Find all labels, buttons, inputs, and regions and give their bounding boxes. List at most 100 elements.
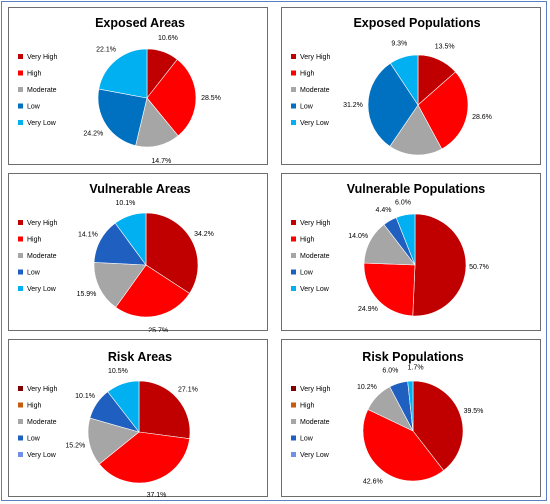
legend-label-moderate: Moderate: [300, 87, 330, 94]
pie-slice-high: [362, 409, 445, 482]
panel-exposed-populations: Exposed Populations Very High High Moderat…: [281, 7, 541, 165]
data-label-very-high: 34.2%: [194, 231, 214, 238]
legend-label-low: Low: [300, 104, 314, 111]
legend-swatch-moderate: [18, 253, 23, 258]
chart-title: Exposed Populations: [353, 16, 480, 30]
legend-swatch-very-high: [18, 220, 23, 225]
data-label-very-high: 39.5%: [464, 408, 484, 415]
pie-slice-moderate: [93, 262, 147, 308]
legend-swatch-moderate: [291, 253, 296, 258]
legend-label-high: High: [300, 71, 315, 78]
data-label-high: 24.9%: [358, 306, 378, 313]
legend-label-low: Low: [300, 270, 314, 277]
legend-label-high: High: [27, 403, 42, 410]
pie-slice-very-low: [407, 380, 414, 432]
data-label-very-low: 6.0%: [395, 200, 411, 207]
legend-swatch-moderate: [291, 87, 296, 92]
data-label-very-high: 50.7%: [469, 264, 489, 271]
legend-label-moderate: Moderate: [27, 419, 57, 426]
legend-label-high: High: [27, 237, 42, 244]
pie-slice-high: [363, 262, 416, 317]
legend-swatch-moderate: [291, 419, 296, 424]
data-label-moderate: 14.7%: [151, 158, 171, 165]
pie-slice-very-low: [107, 380, 140, 433]
pie-slice-very-low: [395, 213, 416, 266]
pie-slice-moderate: [87, 417, 140, 465]
legend-label-moderate: Moderate: [27, 253, 57, 260]
legend-swatch-very-low: [18, 452, 23, 457]
pie-slice-very-low: [114, 212, 147, 266]
data-label-high: 42.6%: [363, 478, 383, 485]
pie-slice-very-high: [138, 380, 191, 440]
legend-label-moderate: Moderate: [300, 253, 330, 260]
legend-swatch-very-high: [291, 386, 296, 391]
legend-swatch-very-low: [291, 452, 296, 457]
data-label-very-low: 1.7%: [408, 365, 424, 372]
panel-vulnerable-areas: Vulnerable Areas Very High High Moderate Lo…: [8, 173, 268, 332]
data-label-high: 25.7%: [148, 327, 168, 332]
legend-swatch-very-high: [291, 220, 296, 225]
legend-swatch-low: [18, 269, 23, 275]
data-label-moderate: 10.2%: [357, 384, 377, 391]
legend-label-very-high: Very High: [27, 386, 57, 393]
legend-label-moderate: Moderate: [300, 419, 330, 426]
legend-swatch-very-low: [18, 286, 23, 291]
data-label-very-high: 13.5%: [435, 43, 455, 50]
data-label-very-low: 9.3%: [391, 40, 407, 47]
chart-title: Exposed Areas: [95, 16, 185, 30]
legend-swatch-high: [18, 402, 23, 408]
chart-title: Vulnerable Populations: [347, 182, 485, 196]
pie-chart-exposed-areas: Exposed Areas Very High High Moderate Low Ve…: [18, 16, 221, 165]
legend-swatch-low: [18, 435, 23, 441]
data-label-high: 37.1%: [147, 492, 167, 498]
pie-slice-very-high: [412, 380, 464, 471]
legend-label-low: Low: [300, 436, 314, 443]
legend-swatch-very-low: [291, 120, 296, 125]
legend-label-high: High: [300, 237, 315, 244]
legend-label-low: Low: [27, 104, 41, 111]
legend-label-low: Low: [27, 436, 41, 443]
legend-swatch-high: [18, 236, 23, 242]
legend-swatch-low: [291, 435, 296, 441]
chart-title: Vulnerable Areas: [89, 182, 190, 196]
legend-swatch-low: [18, 103, 23, 109]
legend-label-very-high: Very High: [27, 54, 57, 61]
legend-label-high: High: [27, 71, 42, 78]
legend-swatch-very-low: [18, 120, 23, 125]
data-label-very-low: 22.1%: [96, 46, 116, 53]
panel-exposed-areas: Exposed Areas Very High High Moderate Low Ve…: [8, 7, 268, 165]
legend-swatch-high: [291, 70, 296, 76]
data-label-low: 6.0%: [382, 367, 398, 374]
data-label-very-low: 10.5%: [108, 368, 128, 375]
legend-label-very-low: Very Low: [27, 286, 57, 293]
pie-slice-low: [367, 62, 419, 147]
data-label-low: 10.1%: [75, 393, 95, 400]
data-label-low: 4.4%: [376, 207, 392, 214]
legend-label-very-low: Very Low: [300, 286, 330, 293]
pie-chart-risk-areas: Risk Areas Very High High Moderate Low Very …: [18, 350, 198, 498]
pie-chart-exposed-populations: Exposed Populations Very High High Moderat…: [291, 16, 492, 156]
legend-label-very-low: Very Low: [27, 452, 57, 459]
data-label-moderate: 15.2%: [65, 443, 85, 450]
legend-label-very-high: Very High: [300, 220, 330, 227]
legend-swatch-high: [291, 402, 296, 408]
pie-slice-moderate: [389, 104, 443, 156]
panel-vulnerable-populations: Vulnerable Populations Very High High Mode…: [281, 173, 541, 331]
legend-label-high: High: [300, 403, 315, 410]
pie-slice-high: [417, 71, 469, 150]
panel-risk-populations: Risk Populations Very High High Moderate Lo…: [281, 339, 541, 497]
pie-chart-vulnerable-areas: Vulnerable Areas Very High High Moderate Lo…: [18, 182, 214, 332]
legend-swatch-high: [18, 70, 23, 76]
legend-swatch-very-high: [18, 386, 23, 391]
legend-swatch-very-low: [291, 286, 296, 291]
pie-slice-low: [97, 88, 148, 147]
legend-label-very-high: Very High: [27, 220, 57, 227]
data-label-very-low: 10.1%: [115, 200, 135, 207]
data-label-high: 28.5%: [201, 95, 221, 102]
data-label-moderate: 14.0%: [348, 233, 368, 240]
pie-chart-risk-populations: Risk Populations Very High High Moderate Lo…: [291, 350, 484, 485]
pie-slice-very-low: [98, 48, 148, 99]
legend-swatch-moderate: [18, 419, 23, 424]
panel-risk-areas: Risk Areas Very High High Moderate Low Very …: [8, 339, 268, 498]
